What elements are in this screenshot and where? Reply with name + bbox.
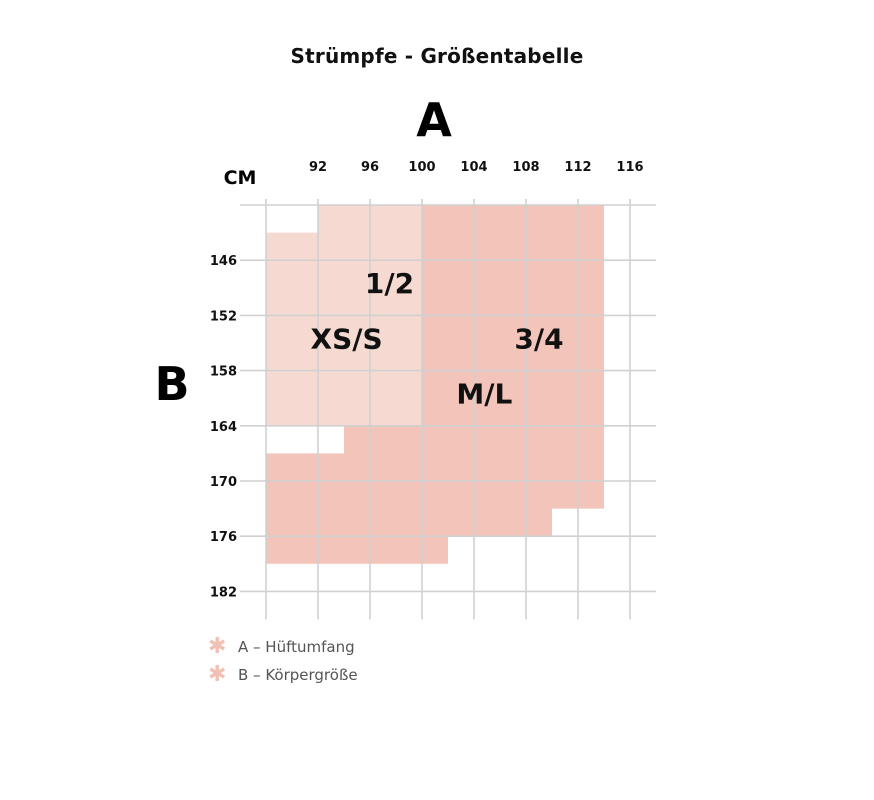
chart-title: Strümpfe - Größentabelle [290, 44, 584, 68]
y-tick-label: 146 [210, 254, 237, 269]
grid-lines [240, 199, 656, 620]
region-label-3-4: 3/4 [514, 322, 563, 355]
x-tick-label: 112 [564, 160, 591, 175]
x-tick-label: 100 [408, 160, 435, 175]
y-tick-label: 164 [210, 420, 237, 435]
x-tick-label: 116 [616, 160, 643, 175]
region-label-m-l: M/L [456, 378, 512, 411]
x-axis-letter: A [416, 93, 452, 147]
y-axis-letter: B [154, 357, 189, 411]
asterisk-icon: ✱ [208, 634, 227, 659]
y-tick-label: 158 [210, 365, 237, 380]
size-region-1 [266, 205, 422, 454]
legend-label-a: A – Hüftumfang [238, 638, 355, 656]
y-tick-label: 176 [210, 530, 237, 545]
size-regions [266, 205, 604, 564]
y-tick-label: 182 [210, 585, 237, 600]
x-tick-label: 96 [361, 160, 379, 175]
y-tick-label: 170 [210, 475, 237, 490]
region-label-xs-s: XS/S [311, 322, 383, 355]
x-tick-label: 92 [309, 160, 327, 175]
legend-item-b: ✱ B – Körpergröße [208, 664, 358, 686]
y-tick-label: 152 [210, 309, 237, 324]
size-region-2 [266, 205, 604, 564]
legend-item-a: ✱ A – Hüftumfang [208, 636, 355, 658]
x-tick-label: 104 [460, 160, 487, 175]
x-tick-label: 108 [512, 160, 539, 175]
tick-labels: 92 96 100 104 108 112 116 146 152 158 164 170 176 182 [210, 160, 644, 600]
legend-label-b: B – Körpergröße [238, 666, 358, 684]
asterisk-icon: ✱ [208, 662, 227, 687]
unit-label: CM [224, 167, 257, 189]
region-labels: 1/2 XS/S 3/4M/L [311, 267, 564, 410]
region-label-1-2: 1/2 [365, 267, 414, 300]
